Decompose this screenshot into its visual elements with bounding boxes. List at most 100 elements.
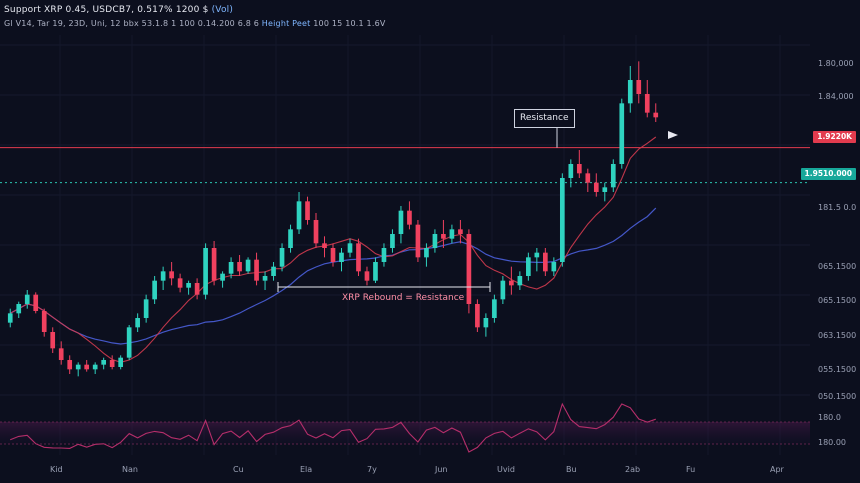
price-label: 050.1500 [818,392,857,401]
bullish-candle [296,201,302,230]
bullish-candle [602,187,608,192]
bullish-candle [75,364,81,370]
header-tail-text: 100 15 10.1 1.6V [313,19,386,28]
bullish-candle [101,360,107,365]
bullish-candle [347,243,353,253]
time-label: Fu [686,465,696,474]
header-indicator-text: Gl V14, Tar 19, 23D, Uni, 12 bbx 53.1.8 [4,19,169,28]
bullish-candle [526,257,531,276]
bullish-candle [627,80,633,104]
bearish-candle [322,243,327,248]
bullish-candle [492,299,497,318]
time-label: Nan [122,465,138,474]
bullish-candle [245,259,251,272]
bearish-candle [330,248,336,262]
support-price-badge: 1.9510.000 [800,168,856,180]
time-label: Kid [50,465,63,474]
bearish-candle [50,332,56,349]
bearish-candle [653,112,659,118]
bullish-candle [619,103,625,164]
bullish-candle [279,248,285,267]
bearish-candle [67,360,73,370]
bearish-candle [305,201,310,220]
bullish-candle [424,248,429,258]
bullish-candle [160,271,166,281]
osc-label: 180.0 [818,413,841,422]
bullish-candle [24,294,30,304]
bearish-candle [407,210,412,225]
bearish-candle [177,278,183,288]
time-label: Ela [300,465,313,474]
bearish-candle [585,173,591,183]
bullish-candle [390,234,395,248]
header-main-text: Support XRP 0.45, USDCB7, 0.517% 1200 $ [4,5,209,15]
bearish-candle [41,311,47,332]
osc-label: 180.00 [818,438,846,447]
bearish-candle [313,220,319,244]
bearish-candle [441,234,446,239]
bearish-candle [593,182,599,192]
price-label: 1.84,000 [818,92,854,101]
bearish-candle [636,80,642,94]
resistance-callout[interactable]: Resistance [514,109,575,128]
bullish-candle [143,299,149,318]
bearish-candle [458,229,463,234]
bullish-candle [551,262,557,272]
price-label: 055.1500 [818,365,857,374]
bearish-candle [194,283,200,295]
price-label: 1.80,000 [818,59,854,68]
bearish-candle [543,252,548,272]
bearish-candle [415,224,421,258]
bullish-candle [186,283,191,288]
bullish-candle [135,318,140,328]
bearish-candle [237,262,242,272]
bearish-candle [33,294,39,311]
level-arrow-icon [668,131,678,139]
bullish-candle [483,318,489,328]
bullish-candle [92,364,98,370]
time-label: 7y [367,465,377,474]
bullish-candle [534,252,540,258]
header-indicator-values: 1 100 0.14.200 6.8 6 [171,19,260,28]
slow-moving-average-line [9,207,657,345]
bullish-candle [220,273,225,281]
price-label: 063.1500 [818,331,857,340]
bearish-candle [254,259,259,281]
header-volume-text: (Vol) [211,5,234,15]
price-label: 065.1500 [818,262,857,271]
bullish-candle [559,178,565,262]
bullish-candle [126,327,132,358]
time-label: Uvid [497,465,515,474]
bearish-candle [466,234,472,304]
range-measure-label: XRP Rebound = Resistance [342,293,465,303]
bullish-candle [373,262,378,281]
bearish-candle [475,304,480,328]
bullish-candle [228,262,234,274]
bearish-candle [109,360,115,367]
bullish-candle [271,266,276,276]
bullish-candle [262,276,268,281]
bullish-candle [381,248,387,262]
bullish-candle [203,248,208,295]
bullish-candle [432,234,438,248]
bullish-candle [288,229,293,248]
bearish-candle [356,243,361,272]
bearish-candle [364,271,370,281]
header-line-1: Support XRP 0.45, USDCB7, 0.517% 1200 $ … [4,5,233,15]
time-label: Jun [435,465,448,474]
bearish-candle [58,348,64,360]
bearish-candle [169,271,174,279]
oscillator-line [9,402,656,453]
bearish-candle [576,164,582,174]
bullish-candle [610,164,616,188]
header-highlight-text: Height Peet [261,19,311,28]
bearish-candle [509,280,514,286]
bullish-candle [152,280,157,300]
header-line-2: Gl V14, Tar 19, 23D, Uni, 12 bbx 53.1.8 … [4,19,386,28]
price-label: 181.5 0.0 [818,203,857,212]
bullish-candle [339,252,344,262]
time-label: Cu [233,465,244,474]
bullish-candle [500,280,506,300]
